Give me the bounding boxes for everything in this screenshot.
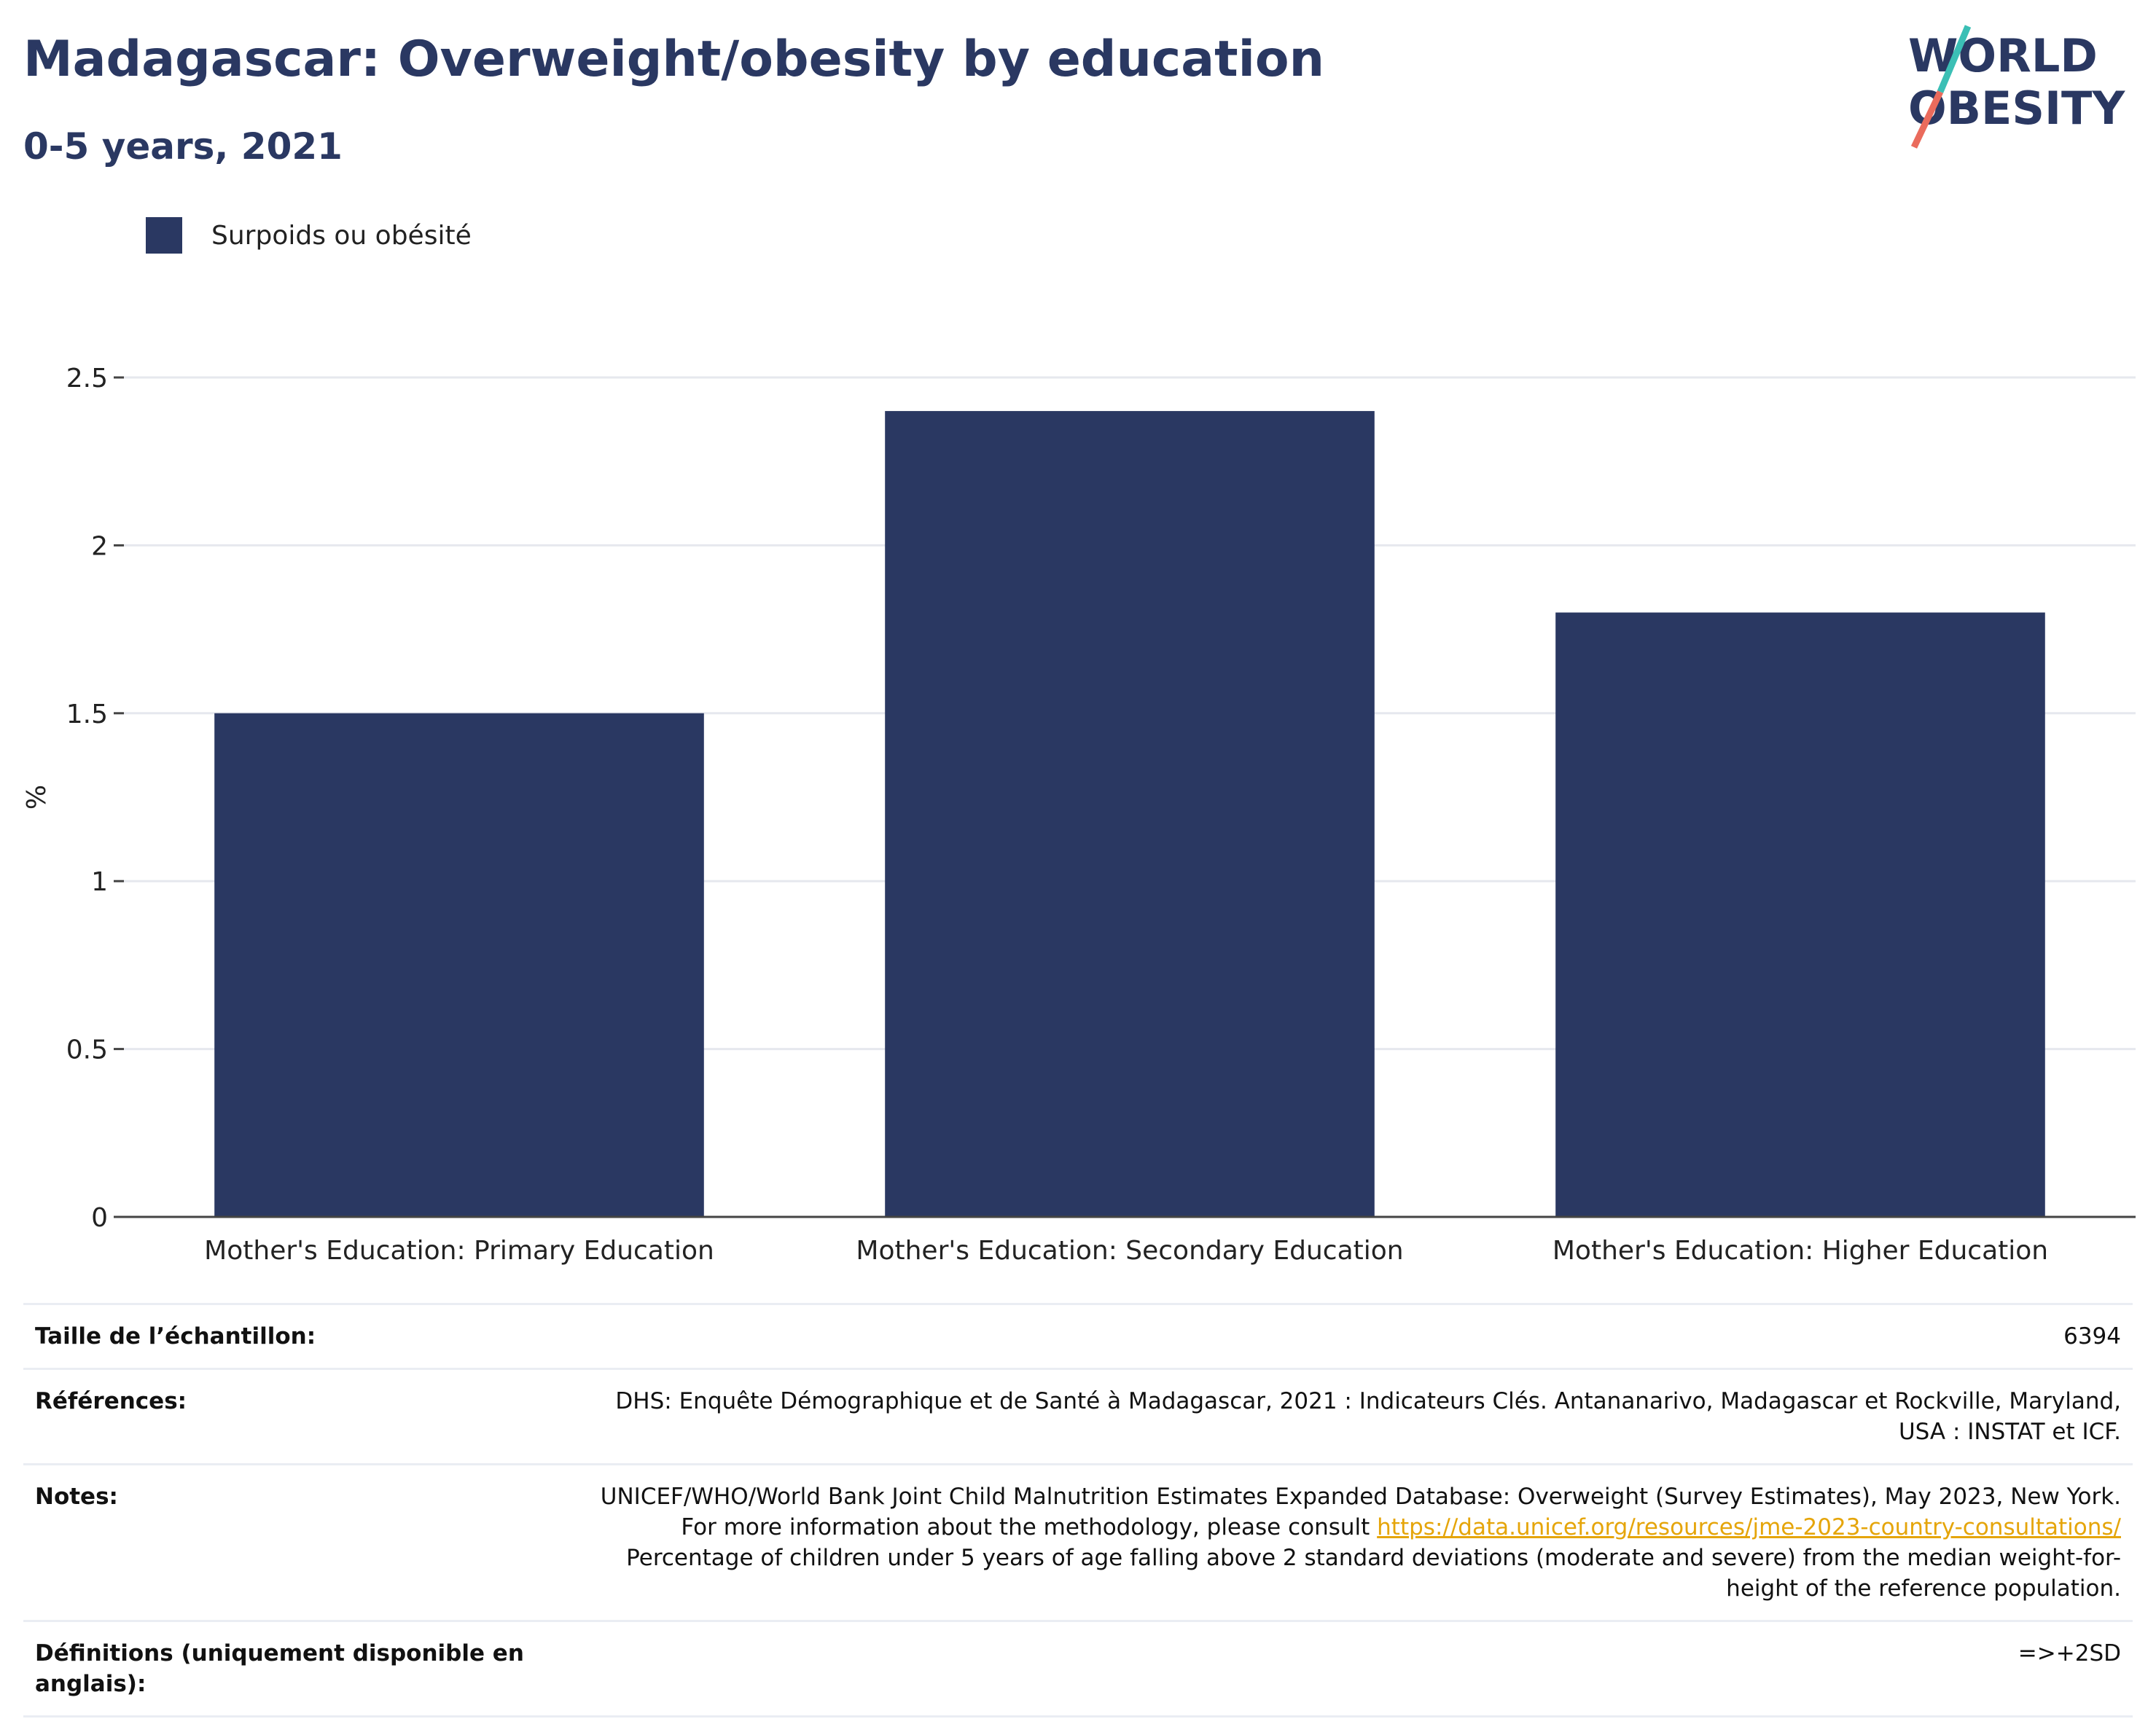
notes-row: Notes: UNICEF/WHO/World Bank Joint Child… [23, 1463, 2133, 1620]
references-value: DHS: Enquête Démographique et de Santé à… [615, 1388, 2121, 1445]
bar[interactable] [885, 411, 1375, 1217]
bar[interactable] [214, 713, 704, 1217]
logo-teal-slash [1937, 25, 1972, 93]
definitions-label: Définitions (uniquement disponible en an… [35, 1640, 524, 1697]
bar[interactable] [1555, 612, 2045, 1217]
notes-link[interactable]: https://data.unicef.org/resources/jme-20… [1377, 1514, 2121, 1540]
legend-swatch [146, 217, 182, 254]
world-obesity-logo[interactable]: WORLD OBESITY [1895, 22, 2136, 153]
sample-size-value: 6394 [2063, 1323, 2121, 1350]
bar-chart: 0 0.5 1 1.5 2 2.5 Mother's Education: Primary… [22, 364, 2136, 1266]
chart-title: Madagascar: Overweight/obesity by educat… [23, 31, 1325, 88]
definitions-value: =>+2SD [2018, 1640, 2121, 1667]
notes-value: UNICEF/WHO/World Bank Joint Child Malnut… [590, 1481, 2121, 1604]
y-tick-label: 1 [91, 867, 108, 897]
logo-line1: WORLD [1908, 29, 2098, 82]
bars [214, 411, 2045, 1217]
y-tick-label: 2.5 [66, 364, 108, 393]
definitions-row: Définitions (uniquement disponible en an… [23, 1620, 2133, 1718]
x-tick-label: Mother's Education: Higher Education [1552, 1236, 2048, 1266]
logo-coral-slash [1910, 90, 1944, 149]
sample-size-row: Taille de l’échantillon: 6394 [23, 1303, 2133, 1368]
references-label: Références: [35, 1388, 187, 1414]
notes-text-before: UNICEF/WHO/World Bank Joint Child Malnut… [600, 1484, 2121, 1540]
x-axis-ticks: Mother's Education: Primary Education Mot… [204, 1236, 2048, 1266]
notes-text-after: Percentage of children under 5 years of … [626, 1545, 2121, 1602]
logo-line2: OBESITY [1908, 82, 2125, 135]
legend-label: Surpoids ou obésité [211, 220, 472, 251]
metadata-table: Taille de l’échantillon: 6394 Références… [23, 1303, 2133, 1718]
x-tick-label: Mother's Education: Primary Education [204, 1236, 714, 1266]
chart-subtitle: 0-5 years, 2021 [23, 125, 343, 168]
y-axis-ticks: 0 0.5 1 1.5 2 2.5 [66, 364, 124, 1233]
notes-label: Notes: [35, 1484, 118, 1510]
y-tick-label: 0 [91, 1203, 108, 1233]
references-row: Références: DHS: Enquête Démographique e… [23, 1368, 2133, 1463]
legend[interactable]: Surpoids ou obésité [146, 217, 472, 254]
y-tick-label: 0.5 [66, 1035, 108, 1065]
y-tick-label: 2 [91, 531, 108, 561]
y-axis-label: % [22, 785, 52, 810]
sample-size-label: Taille de l’échantillon: [35, 1323, 316, 1350]
x-tick-label: Mother's Education: Secondary Education [856, 1236, 1403, 1266]
y-tick-label: 1.5 [66, 700, 108, 729]
